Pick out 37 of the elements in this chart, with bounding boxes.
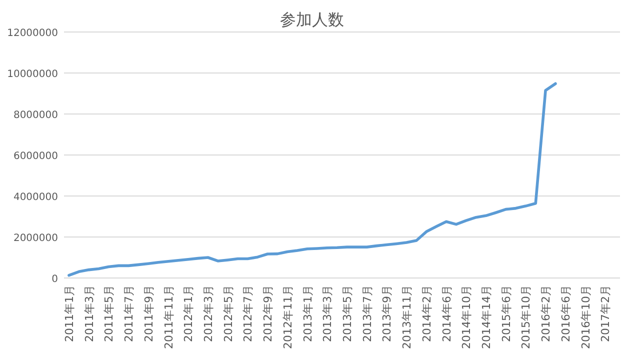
x-tick-label: 2017年2月 (599, 285, 612, 342)
x-tick-label: 2012年5月 (222, 285, 235, 342)
x-tick-label: 2013年11月 (400, 285, 414, 349)
x-tick-label: 2011年5月 (102, 285, 116, 342)
x-tick-label: 2013年1月 (301, 285, 314, 342)
x-tick-label: 2014年2月 (420, 285, 434, 342)
x-tick-label: 2014年6月 (440, 285, 454, 342)
x-tick-label: 2013年5月 (340, 285, 354, 342)
x-tick-label: 2012年7月 (242, 285, 255, 342)
x-tick-label: 2012年1月 (182, 285, 196, 342)
y-tick-label: 8000000 (13, 110, 58, 121)
x-tick-label: 2014年10月 (460, 285, 474, 349)
line-series (68, 82, 557, 277)
y-tick-label: 0 (52, 274, 58, 285)
x-tick-label: 2016年6月 (559, 285, 572, 342)
x-tick-label: 2016年2月 (540, 285, 553, 342)
x-tick-label: 2011年9月 (142, 285, 156, 342)
x-tick-label: 2011年1月 (62, 285, 76, 342)
x-tick-label: 2015年6月 (500, 285, 513, 342)
x-tick-label: 2013年9月 (380, 285, 394, 342)
chart-title: 参加人数 (280, 10, 344, 29)
x-tick-label: 2015年10月 (520, 285, 533, 349)
x-tick-label: 2012年9月 (262, 285, 275, 342)
x-tick-label: 2011年7月 (122, 285, 136, 342)
x-tick-label: 2012年3月 (202, 285, 215, 342)
y-tick-label: 2000000 (13, 233, 58, 244)
y-tick-label: 12000000 (7, 28, 58, 39)
x-tick-label: 2011年3月 (82, 285, 96, 342)
y-tick-label: 6000000 (13, 151, 58, 162)
x-tick-label: 2013年3月 (321, 285, 334, 342)
x-tick-label: 2016年10月 (579, 285, 592, 349)
x-tick-label: 2014年14月 (480, 285, 493, 349)
y-tick-label: 4000000 (13, 192, 58, 203)
x-tick-label: 2011年11月 (162, 285, 176, 349)
x-tick-label: 2012年11月 (281, 285, 294, 349)
x-tick-label: 2013年7月 (360, 285, 374, 342)
y-tick-label: 10000000 (7, 69, 58, 80)
